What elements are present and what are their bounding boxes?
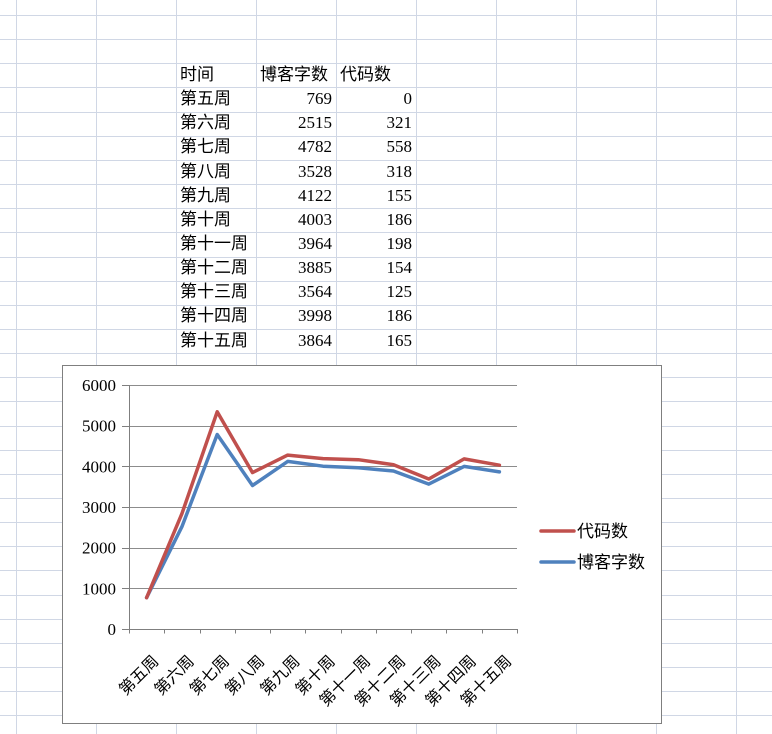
table-row: 第十周 4003 186 (176, 208, 416, 232)
table-cell[interactable]: 第十一周 (180, 233, 248, 253)
table-cell[interactable]: 165 (386, 330, 413, 350)
table-cell[interactable]: 第六周 (180, 113, 231, 133)
table-cell[interactable]: 3998 (298, 306, 332, 326)
table-row: 第十四周 3998 186 (176, 304, 416, 328)
table-cell[interactable]: 第十四周 (180, 306, 248, 326)
table-cell[interactable]: 154 (386, 258, 413, 278)
table-cell[interactable]: 3528 (298, 161, 332, 181)
series-line-1 (144, 410, 502, 600)
y-tick-label: 1000 (82, 579, 116, 598)
stacked-line-chart: 0100020003000400050006000第五周第六周第七周第八周第九周… (82, 376, 645, 710)
table-cell[interactable]: 4122 (298, 185, 332, 205)
table-cell[interactable]: 155 (386, 185, 413, 205)
table-cell[interactable]: 186 (386, 306, 413, 326)
series-line-0 (144, 432, 502, 600)
table-row: 第八周 3528 318 (176, 160, 416, 184)
table-row: 第十五周 3864 165 (176, 329, 416, 353)
table-cell[interactable]: 第十二周 (180, 258, 248, 278)
y-tick-label: 4000 (82, 457, 116, 476)
legend-label: 博客字数 (577, 553, 645, 572)
y-tick-label: 3000 (82, 498, 116, 517)
table-cell[interactable]: 321 (386, 113, 413, 133)
table-cell[interactable]: 第十三周 (180, 282, 248, 302)
table-row: 第十一周 3964 198 (176, 232, 416, 256)
y-tick-label: 6000 (82, 376, 116, 395)
table-header-cell[interactable]: 代码数 (340, 65, 391, 84)
table-cell[interactable]: 186 (386, 209, 413, 229)
table-cell[interactable]: 3885 (298, 258, 332, 278)
table-cell[interactable]: 0 (403, 89, 413, 109)
table-row: 第十二周 3885 154 (176, 256, 416, 280)
table-header-cell[interactable]: 博客字数 (260, 65, 328, 84)
table-row: 第五周 769 0 (176, 87, 416, 111)
table-cell[interactable]: 4782 (298, 137, 332, 157)
table-cell[interactable]: 2515 (298, 113, 332, 133)
table-row: 第六周 2515 321 (176, 111, 416, 135)
table-cell[interactable]: 198 (386, 233, 413, 253)
y-tick-label: 5000 (82, 417, 116, 436)
table-cell[interactable]: 第十五周 (180, 330, 248, 350)
table-cell[interactable]: 3864 (298, 330, 332, 350)
table-cell[interactable]: 3964 (298, 233, 332, 253)
y-tick-label: 0 (108, 620, 117, 639)
table-cell[interactable]: 第十周 (180, 209, 231, 229)
table-row: 第九周 4122 155 (176, 184, 416, 208)
table-cell[interactable]: 4003 (298, 209, 332, 229)
chart-object[interactable]: 0 1000 2000 3000 4000 5000 6000 第五周 第六周 第七周 第八周 第九周… (62, 365, 662, 724)
table-row: 第七周 4782 558 (176, 135, 416, 159)
table-header-row: 时间 博客字数 代码数 (176, 63, 416, 87)
y-tick-label: 2000 (82, 539, 116, 558)
table-cell[interactable]: 第八周 (180, 161, 231, 181)
data-table: 时间 博客字数 代码数第五周 769 0 第六周 2515 321 第七周 4782 558 第八周 3… (176, 63, 416, 353)
table-cell[interactable]: 125 (386, 282, 413, 302)
table-cell[interactable]: 558 (386, 137, 413, 157)
legend-label: 代码数 (577, 522, 628, 541)
table-cell[interactable]: 第九周 (180, 185, 231, 205)
table-cell[interactable]: 318 (386, 161, 413, 181)
table-cell[interactable]: 第七周 (180, 137, 231, 157)
table-header-cell[interactable]: 时间 (180, 65, 214, 84)
table-cell[interactable]: 第五周 (180, 89, 231, 109)
table-cell[interactable]: 3564 (298, 282, 332, 302)
table-row: 第十三周 3564 125 (176, 280, 416, 304)
table-cell[interactable]: 769 (306, 89, 333, 109)
